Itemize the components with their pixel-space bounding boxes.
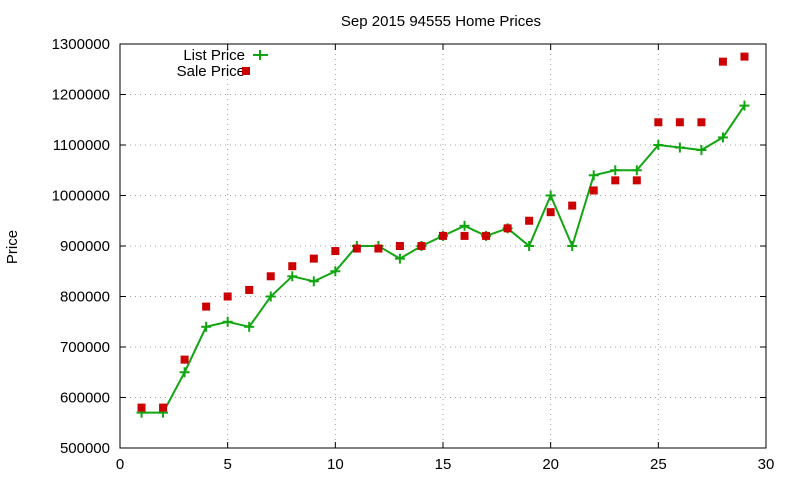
list-price-point xyxy=(308,276,319,287)
list-price-point xyxy=(244,321,255,332)
x-tick-label: 5 xyxy=(223,456,231,473)
series xyxy=(136,52,750,418)
legend-sample-marker xyxy=(255,50,265,60)
y-tick-label: 500000 xyxy=(60,440,110,457)
y-axis-label: Price xyxy=(4,230,21,264)
sale-price-point xyxy=(331,247,340,256)
list-price-point xyxy=(201,321,212,332)
sale-price-point xyxy=(309,254,318,263)
sale-price-point xyxy=(632,176,641,185)
sale-price-point xyxy=(180,355,189,364)
x-tick-label: 0 xyxy=(116,456,124,473)
list-price-point xyxy=(653,140,664,150)
sale-price-point xyxy=(245,285,254,294)
list-price-point xyxy=(631,165,642,176)
y-tick-label: 1100000 xyxy=(53,137,110,154)
sale-price-point xyxy=(718,57,727,66)
sale-price-point xyxy=(460,231,469,240)
axis-ticks: 0 5 10 15 20 25 30 500000 600000 700000 800000 9000… xyxy=(52,36,775,473)
list-price-point xyxy=(222,316,233,327)
chart-title: Sep 2015 94555 Home Prices xyxy=(341,13,541,30)
sale-price-point xyxy=(395,242,404,250)
sale-price-point xyxy=(525,216,534,225)
sale-price-point xyxy=(352,244,361,253)
list-price-point xyxy=(717,132,728,143)
sale-price-point xyxy=(417,242,426,250)
sale-price-point xyxy=(740,52,749,61)
gridlines xyxy=(120,44,766,448)
list-price-point xyxy=(739,100,750,111)
legend-label: List Price xyxy=(183,47,245,64)
sale-price-point xyxy=(654,118,663,127)
legend-label: Sale Price xyxy=(177,63,245,80)
list-price-point xyxy=(394,253,405,264)
y-tick-label: 1300000 xyxy=(52,36,110,53)
list-price-point xyxy=(330,266,341,277)
y-tick-label: 1200000 xyxy=(52,87,110,104)
y-tick-label: 1000000 xyxy=(52,188,110,205)
list-price-point xyxy=(610,165,621,176)
x-tick-label: 10 xyxy=(327,456,344,473)
sale-price-point xyxy=(288,262,297,271)
legend-sample-marker xyxy=(242,67,250,75)
sale-price-point xyxy=(589,186,598,195)
sale-price-point xyxy=(137,403,146,412)
series-sale-price xyxy=(137,52,749,412)
list-price-point xyxy=(545,190,556,201)
x-tick-label: 30 xyxy=(758,456,775,473)
y-tick-label: 800000 xyxy=(60,289,110,306)
sale-price-point xyxy=(223,292,232,301)
sale-price-point xyxy=(374,244,383,253)
sale-price-point xyxy=(482,231,491,240)
list-price-point xyxy=(588,170,599,181)
x-tick-label: 15 xyxy=(435,456,452,473)
list-price-point xyxy=(179,367,190,378)
x-tick-label: 25 xyxy=(650,456,667,473)
sale-price-point xyxy=(439,231,447,240)
y-tick-label: 700000 xyxy=(60,339,110,356)
y-tick-label: 600000 xyxy=(60,390,110,407)
list-price-point xyxy=(674,142,685,153)
list-price-point xyxy=(459,220,470,231)
sale-price-point xyxy=(159,403,168,412)
y-tick-label: 900000 xyxy=(60,238,110,255)
list-price-point xyxy=(287,271,298,282)
sale-price-point xyxy=(697,118,706,127)
sale-price-point xyxy=(266,272,275,281)
list-price-point xyxy=(567,241,578,251)
sale-price-point xyxy=(546,208,555,217)
list-price-point xyxy=(265,291,276,302)
sale-price-point xyxy=(503,224,512,233)
sale-price-point xyxy=(675,118,684,127)
list-price-point xyxy=(696,145,707,156)
x-tick-label: 20 xyxy=(542,456,559,473)
sale-price-point xyxy=(568,201,577,210)
list-price-point xyxy=(524,241,535,251)
sale-price-point xyxy=(202,302,211,311)
sale-price-point xyxy=(611,176,620,185)
